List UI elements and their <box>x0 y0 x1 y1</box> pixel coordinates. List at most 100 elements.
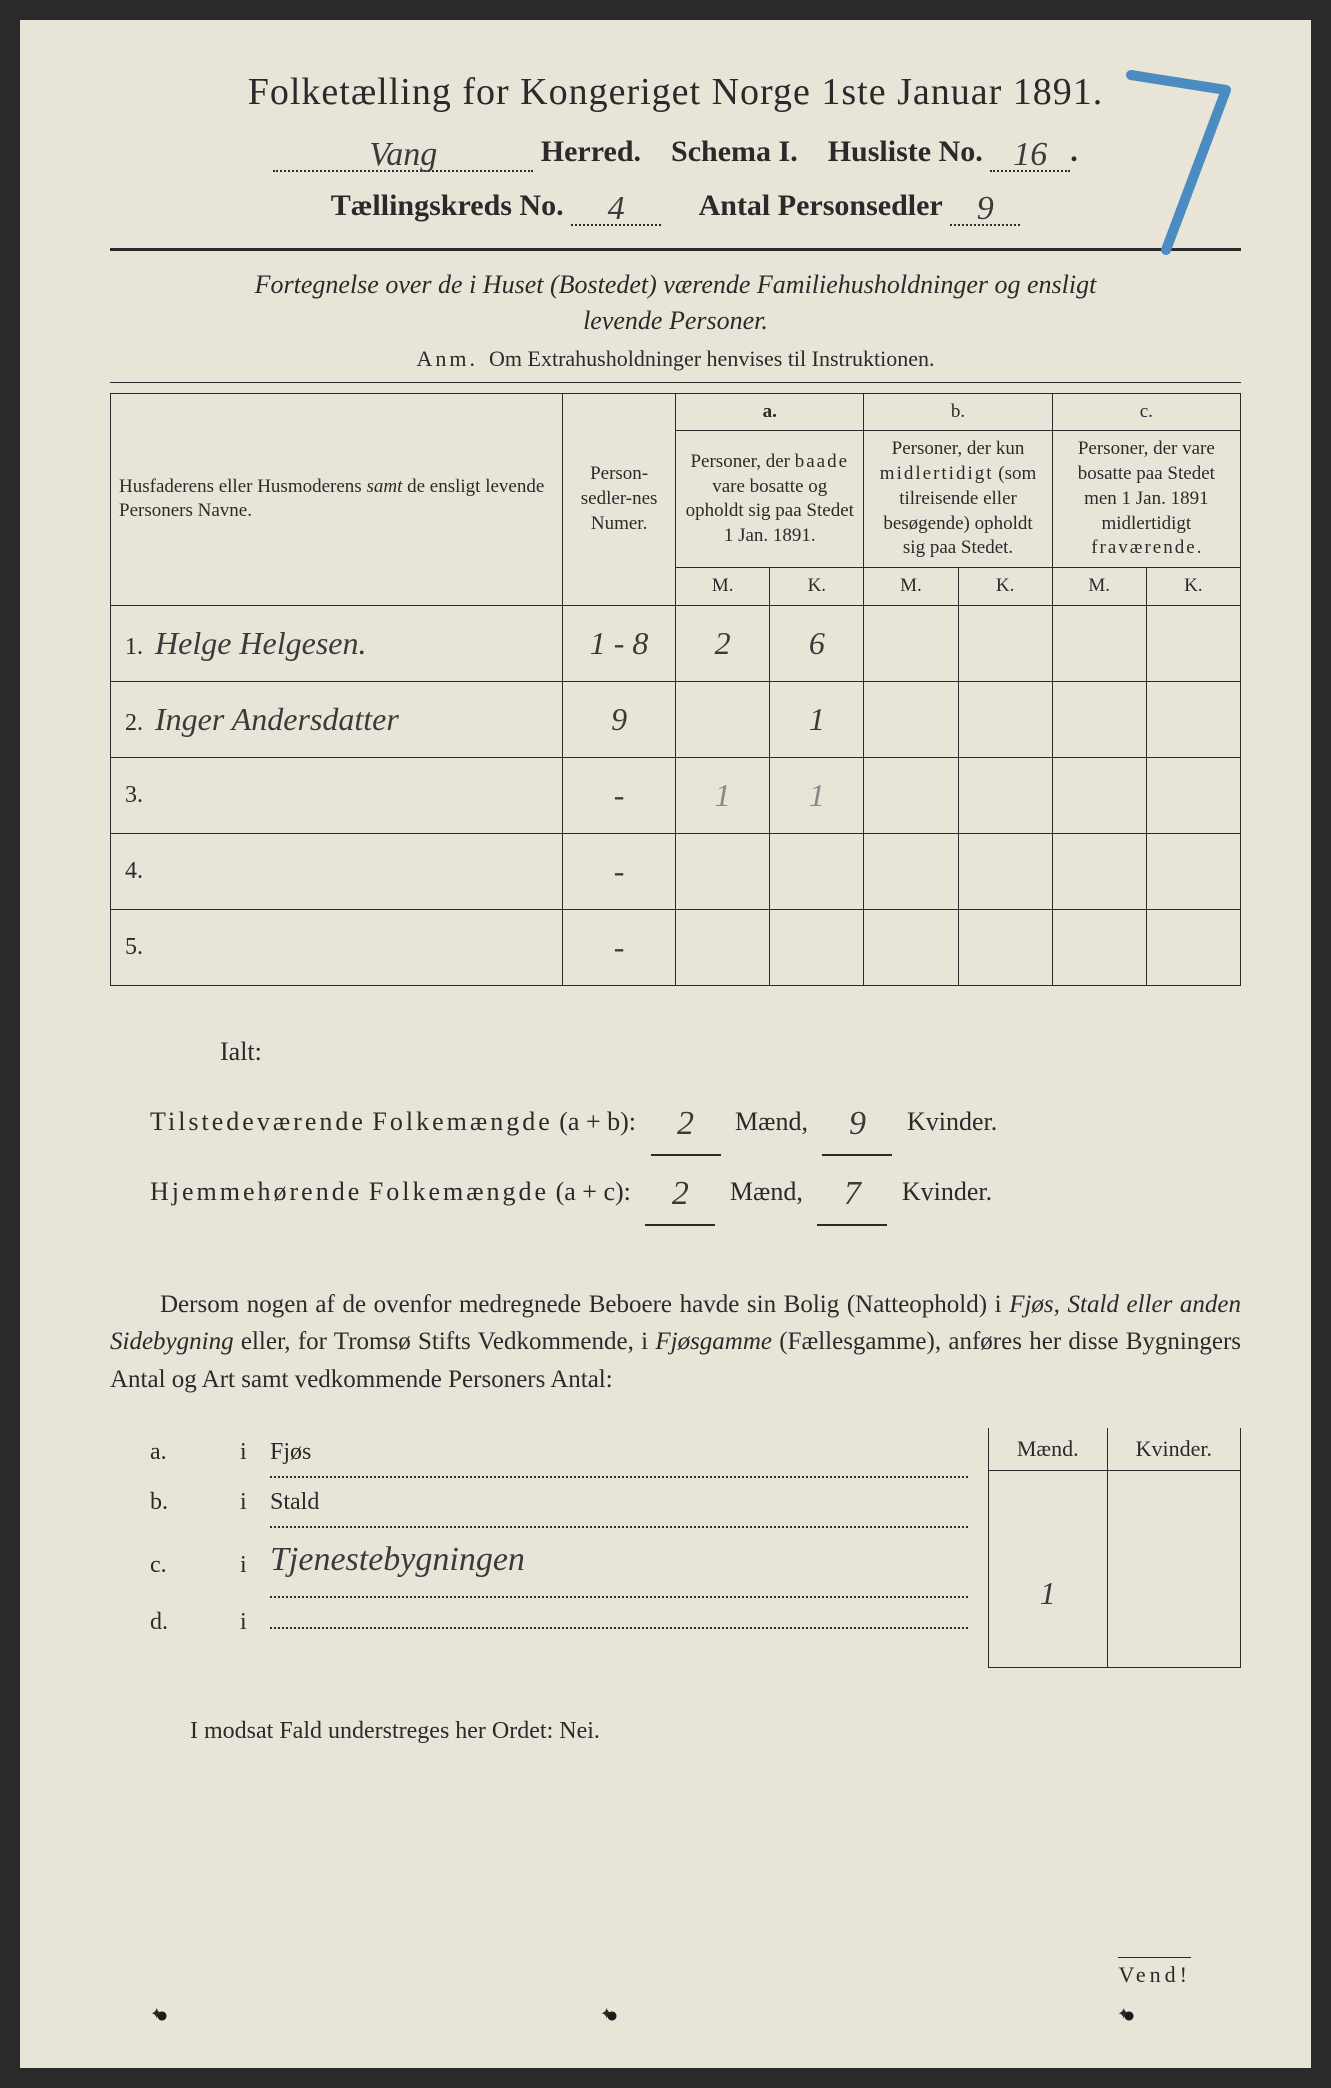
count-cell: 1 <box>770 757 864 833</box>
psed-cell: - <box>563 757 676 833</box>
herred-value: Vang <box>369 136 437 173</box>
resident-k: 7 <box>844 1175 861 1212</box>
kreds-value: 4 <box>608 190 625 227</box>
totals-section: Ialt: Tilstedeværende Folkemængde (a + b… <box>110 1026 1241 1226</box>
antal-field: 9 <box>950 186 1020 226</box>
col-c-k: K. <box>1146 567 1240 605</box>
side-kvinder-header: Kvinder. <box>1107 1428 1240 1471</box>
antal-value: 9 <box>977 190 994 227</box>
herred-field: Vang <box>273 132 533 172</box>
count-cell <box>1146 605 1240 681</box>
side-building-section: a.iFjøsb.iStaldc.iTjenestebygningend.i M… <box>110 1428 1241 1668</box>
kreds-field: 4 <box>571 186 661 226</box>
census-form-page: Folketælling for Kongeriget Norge 1ste J… <box>20 20 1311 2068</box>
name-cell: 3. <box>111 757 563 833</box>
table-row: 1.Helge Helgesen.1 - 826 <box>111 605 1241 681</box>
side-k-cell <box>1107 1620 1240 1668</box>
table-row: 2.Inger Andersdatter91 <box>111 681 1241 757</box>
side-count-row: 1 <box>988 1567 1240 1620</box>
side-list-row: b.iStald <box>150 1478 968 1528</box>
side-list: a.iFjøsb.iStaldc.iTjenestebygningend.i <box>110 1428 968 1668</box>
resident-m: 2 <box>672 1175 689 1212</box>
count-cell <box>770 909 864 985</box>
count-cell <box>1052 833 1146 909</box>
form-subtitle: Fortegnelse over de i Huset (Bostedet) v… <box>110 267 1241 340</box>
anm-note: Anm. Om Extrahusholdninger henvises til … <box>110 346 1241 372</box>
form-title: Folketælling for Kongeriget Norge 1ste J… <box>110 70 1241 114</box>
table-row: 5.- <box>111 909 1241 985</box>
side-list-row: d.i <box>150 1598 968 1646</box>
present-k: 9 <box>849 1105 866 1142</box>
count-cell <box>1146 757 1240 833</box>
antal-label: Antal Personsedler <box>699 189 943 222</box>
col-desc-b: Personer, der kun midlertidigt (som tilr… <box>864 431 1052 567</box>
count-cell <box>864 681 958 757</box>
side-m-cell <box>988 1620 1107 1668</box>
count-cell <box>770 833 864 909</box>
count-cell: 1 <box>770 681 864 757</box>
side-k-cell <box>1107 1567 1240 1620</box>
psed-cell: 9 <box>563 681 676 757</box>
name-cell: 5. <box>111 909 563 985</box>
anm-label: Anm. <box>417 346 479 371</box>
divider-thin <box>110 382 1241 383</box>
psed-cell: - <box>563 833 676 909</box>
side-count-row <box>988 1519 1240 1567</box>
totals-resident: Hjemmehørende Folkemængde (a + c): 2 Mæn… <box>110 1156 1241 1226</box>
side-maend-header: Mænd. <box>988 1428 1107 1471</box>
side-list-row: a.iFjøs <box>150 1428 968 1478</box>
header-line-1: Vang Herred. Schema I. Husliste No. 16 . <box>110 132 1241 172</box>
col-a-k: K. <box>770 567 864 605</box>
count-cell <box>676 833 770 909</box>
count-cell <box>864 605 958 681</box>
name-cell: 1.Helge Helgesen. <box>111 605 563 681</box>
husliste-value: 16 <box>1013 136 1047 173</box>
count-cell <box>1146 909 1240 985</box>
col-group-b: b. <box>864 393 1052 431</box>
count-cell <box>1052 605 1146 681</box>
count-cell <box>1146 681 1240 757</box>
side-count-row <box>988 1471 1240 1519</box>
nei-instruction: I modsat Fald understreges her Ordet: Ne… <box>110 1718 1241 1745</box>
header-line-2: Tællingskreds No. 4 Antal Personsedler 9 <box>110 186 1241 226</box>
count-cell <box>1052 909 1146 985</box>
col-group-a: a. <box>676 393 864 431</box>
count-cell: 2 <box>676 605 770 681</box>
side-list-row: c.iTjenestebygningen <box>150 1528 968 1598</box>
husliste-label: Husliste No. <box>828 135 983 168</box>
count-cell <box>676 681 770 757</box>
col-group-c: c. <box>1052 393 1240 431</box>
count-cell: 6 <box>770 605 864 681</box>
count-cell <box>1052 681 1146 757</box>
count-cell <box>958 909 1052 985</box>
punch-hole: ✦ <box>150 2004 174 2028</box>
count-cell <box>864 909 958 985</box>
col-header-numer: Person-sedler-nes Numer. <box>563 393 676 605</box>
count-cell <box>676 909 770 985</box>
count-cell <box>958 833 1052 909</box>
side-m-cell <box>988 1471 1107 1519</box>
schema-label: Schema I. <box>671 135 798 168</box>
anm-text: Om Extrahusholdninger henvises til Instr… <box>489 346 934 371</box>
col-b-m: M. <box>864 567 958 605</box>
name-cell: 4. <box>111 833 563 909</box>
count-cell <box>864 833 958 909</box>
vend-label: Vend! <box>1118 1957 1191 1988</box>
count-cell <box>958 605 1052 681</box>
table-row: 3.-11 <box>111 757 1241 833</box>
psed-cell: - <box>563 909 676 985</box>
side-k-cell <box>1107 1519 1240 1567</box>
punch-hole: ✦ <box>600 2004 624 2028</box>
count-cell <box>864 757 958 833</box>
side-mk-table: Mænd. Kvinder. 1 <box>988 1428 1241 1668</box>
husliste-field: 16 <box>990 132 1070 172</box>
herred-label: Herred. <box>541 135 641 168</box>
count-cell <box>1146 833 1240 909</box>
col-desc-c: Personer, der vare bosatte paa Stedet me… <box>1052 431 1240 567</box>
count-cell: 1 <box>676 757 770 833</box>
side-m-cell: 1 <box>988 1567 1107 1620</box>
col-c-m: M. <box>1052 567 1146 605</box>
col-header-names: Husfaderens eller Husmoderens samt de en… <box>111 393 563 605</box>
table-row: 4.- <box>111 833 1241 909</box>
side-count-row <box>988 1620 1240 1668</box>
